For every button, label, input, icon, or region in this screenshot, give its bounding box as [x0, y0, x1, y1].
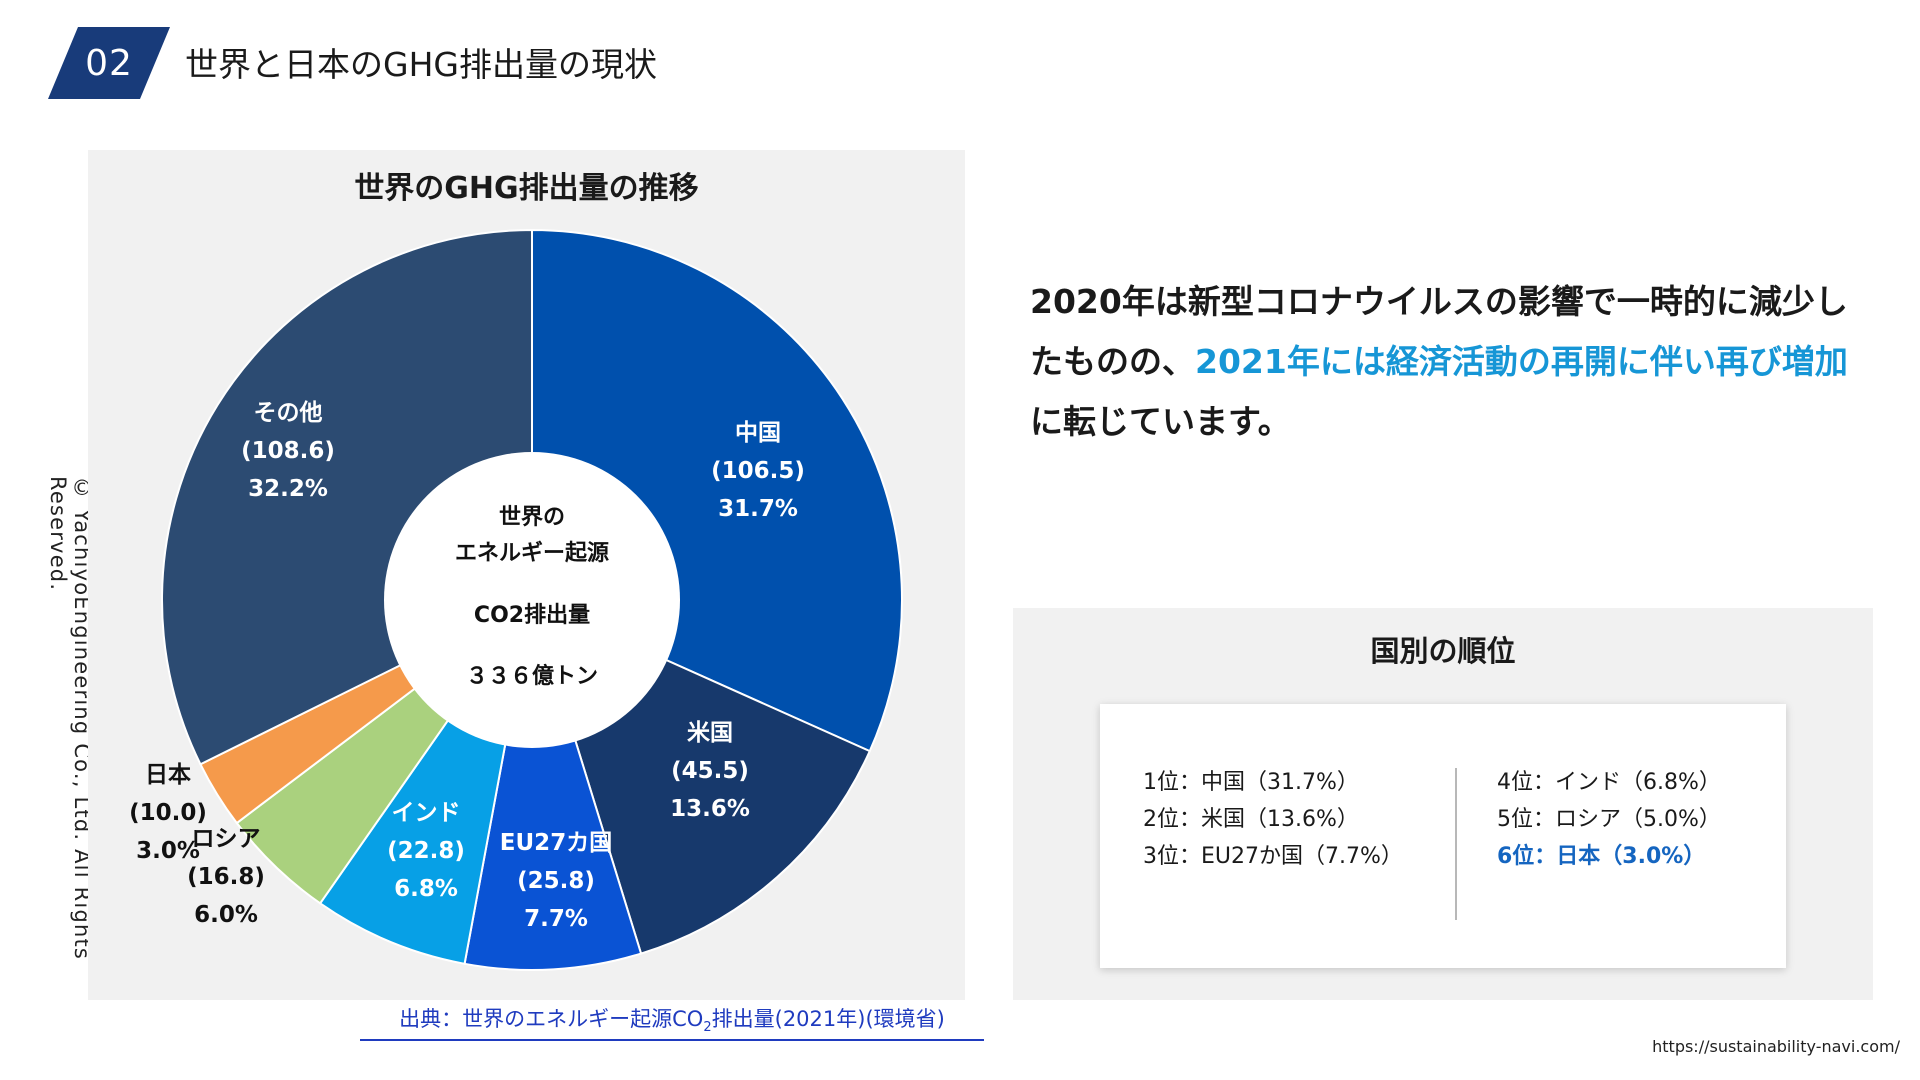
center-label-line: ３３６億トン: [466, 663, 598, 689]
slice-label-eu27: (25.8): [517, 868, 595, 894]
slice-label-item-0: 中国: [735, 420, 781, 446]
slice-label-item-4: 6.0%: [194, 902, 258, 928]
donut-chart: 世界のエネルギー起源 CO2排出量 ３３６億トン 中国 (106.5) 31.7% 米国 (4…: [129, 228, 903, 971]
slice-label-item-5: (10.0): [129, 800, 207, 826]
slice-label-item-5: 日本: [145, 762, 191, 788]
slice-label-item-1: 米国: [687, 720, 733, 746]
ranking-item: 4位：インド（6.8%）: [1497, 770, 1721, 795]
center-label-line: CO2排出量: [474, 603, 590, 628]
slice-label-item-3: インド: [392, 800, 461, 826]
center-label-line: エネルギー起源: [455, 541, 609, 566]
ranking-item-japan: 6位：日本（3.0%）: [1497, 844, 1706, 869]
section-number: 02: [85, 42, 133, 84]
source-subscript: 2: [703, 1020, 712, 1036]
pie-slice-eu27: [463, 599, 643, 971]
slice-label-item-4: ロシア: [192, 826, 261, 852]
ranking-divider: [1455, 768, 1457, 920]
slice-label-item-1: (45.5): [671, 758, 749, 784]
chart-title: 世界のGHG排出量の推移: [354, 171, 699, 206]
message-part1: 2020年は新型コロナウイルスの影響で一時的に減少したものの、: [1030, 282, 1848, 381]
copyright-text: © YachiyoEngineering Co., Ltd. All Right…: [46, 476, 94, 961]
key-message: 2020年は新型コロナウイルスの影響で一時的に減少したものの、2021年には経済…: [1030, 272, 1860, 452]
slice-label-item-5: 3.0%: [136, 838, 200, 864]
ranking-item: 3位：EU27か国（7.7%）: [1143, 844, 1403, 869]
slice-label-eu27: EU27カ国: [500, 830, 612, 856]
slice-label-item-0: 31.7%: [718, 496, 798, 522]
center-label-line: 世界の: [499, 505, 565, 530]
slice-label-item-4: (16.8): [187, 864, 265, 890]
message-highlight: 2021年には経済活動の再開に伴い再び増加: [1195, 342, 1848, 381]
slice-label-item-6: その他: [254, 400, 323, 426]
slice-label-item-6: 32.2%: [248, 476, 328, 502]
slice-label-item-3: (22.8): [387, 838, 465, 864]
slice-label-item-6: (108.6): [241, 438, 335, 464]
source-text-prefix: 出典：世界のエネルギー起源CO: [399, 1007, 704, 1031]
ranking-item: 2位：米国（13.6%）: [1143, 807, 1359, 832]
message-part2: に転じています。: [1030, 402, 1291, 441]
ranking-item: 5位：ロシア（5.0%）: [1497, 807, 1721, 832]
slice-label-eu27: 7.7%: [524, 906, 588, 932]
source-text-suffix: 排出量(2021年)(環境省): [711, 1007, 945, 1031]
ranking-title: 国別の順位: [1370, 634, 1516, 668]
ranking-card: [1100, 704, 1786, 968]
ranking-list-right: 4位：インド（6.8%） 5位：ロシア（5.0%） 6位：日本（3.0%）: [1497, 764, 1721, 875]
footer-url[interactable]: https://sustainability-navi.com/: [1652, 1037, 1900, 1056]
slice-label-item-3: 6.8%: [394, 876, 458, 902]
slice-label-item-0: (106.5): [711, 458, 805, 484]
ranking-list-left: 1位：中国（31.7%） 2位：米国（13.6%） 3位：EU27か国（7.7%…: [1143, 764, 1403, 875]
donut-hole: [384, 452, 680, 748]
ranking-item: 1位：中国（31.7%）: [1143, 770, 1359, 795]
source-link[interactable]: 出典：世界のエネルギー起源CO2排出量(2021年)(環境省): [360, 1003, 984, 1042]
slice-label-item-1: 13.6%: [670, 796, 750, 822]
page-title: 世界と日本のGHG排出量の現状: [185, 45, 657, 84]
